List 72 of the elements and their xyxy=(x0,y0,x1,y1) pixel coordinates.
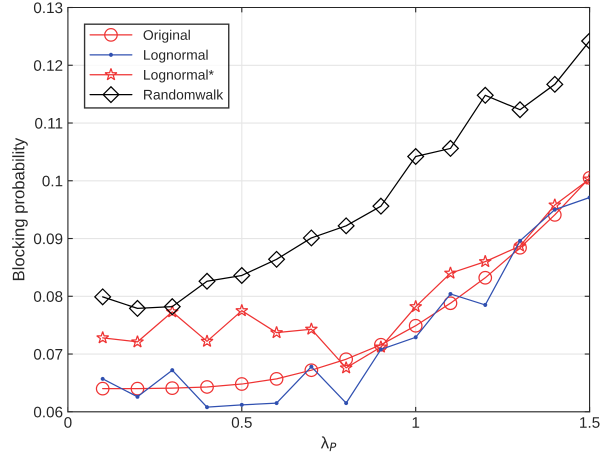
y-tick-label: 0.09 xyxy=(34,233,62,244)
point xyxy=(270,372,284,386)
y-tick-label: 0.08 xyxy=(34,291,62,302)
point xyxy=(374,340,388,353)
point xyxy=(94,288,112,306)
point xyxy=(518,238,522,243)
point xyxy=(513,240,527,255)
point xyxy=(304,322,318,335)
point xyxy=(164,298,181,316)
point xyxy=(409,300,422,312)
point xyxy=(444,296,458,310)
y-tick-label: 0.07 xyxy=(34,348,62,360)
point xyxy=(302,229,320,246)
point xyxy=(548,208,562,222)
point xyxy=(200,380,214,394)
point xyxy=(512,101,529,118)
point xyxy=(304,363,318,378)
point xyxy=(442,140,459,157)
point xyxy=(478,254,492,268)
point xyxy=(270,326,284,338)
legend-label: Randomwalk xyxy=(144,89,224,100)
point xyxy=(340,361,353,374)
point xyxy=(235,304,248,316)
point xyxy=(200,334,214,348)
x-tick-label: 0 xyxy=(64,417,72,428)
point xyxy=(548,198,562,211)
legend-label: Lognormal xyxy=(144,50,208,63)
point xyxy=(408,318,423,333)
point xyxy=(233,267,250,284)
point xyxy=(240,402,244,407)
point xyxy=(344,401,348,406)
point xyxy=(552,208,557,212)
point xyxy=(378,347,383,352)
point xyxy=(372,198,390,215)
legend-label: Original xyxy=(144,30,190,43)
point xyxy=(130,335,144,348)
y-axis-title: Blocking probability xyxy=(12,138,28,280)
x-tick-label: 0.5 xyxy=(232,417,252,428)
point xyxy=(234,377,249,391)
point xyxy=(448,292,452,296)
point xyxy=(165,381,180,395)
x-axis-title: λ$_{P}$ xyxy=(320,436,336,452)
point xyxy=(274,401,279,406)
point xyxy=(476,86,494,104)
point xyxy=(130,382,144,396)
y-tick-label: 0.12 xyxy=(34,60,62,71)
point xyxy=(96,330,110,344)
point xyxy=(407,148,424,165)
point xyxy=(444,266,458,279)
point xyxy=(128,300,146,317)
point xyxy=(205,405,210,410)
point xyxy=(483,302,488,307)
y-tick-label: 0.11 xyxy=(35,118,62,129)
point xyxy=(135,394,140,399)
y-tick-label: 0.06 xyxy=(34,406,62,418)
point xyxy=(338,217,355,234)
point xyxy=(198,272,216,290)
point xyxy=(478,270,492,285)
legend-label: Lognormal* xyxy=(144,70,214,82)
point xyxy=(309,364,314,369)
point xyxy=(100,376,105,381)
point xyxy=(546,76,564,93)
y-tick-label: 0.13 xyxy=(34,2,62,14)
x-tick-label: 1.5 xyxy=(580,417,600,428)
y-tick-label: 0.1 xyxy=(42,176,62,186)
point xyxy=(268,250,286,268)
point xyxy=(170,368,174,372)
point xyxy=(414,335,418,340)
point xyxy=(96,382,110,396)
point xyxy=(339,352,354,366)
x-tick-label: 1 xyxy=(412,417,420,428)
point xyxy=(374,338,388,352)
